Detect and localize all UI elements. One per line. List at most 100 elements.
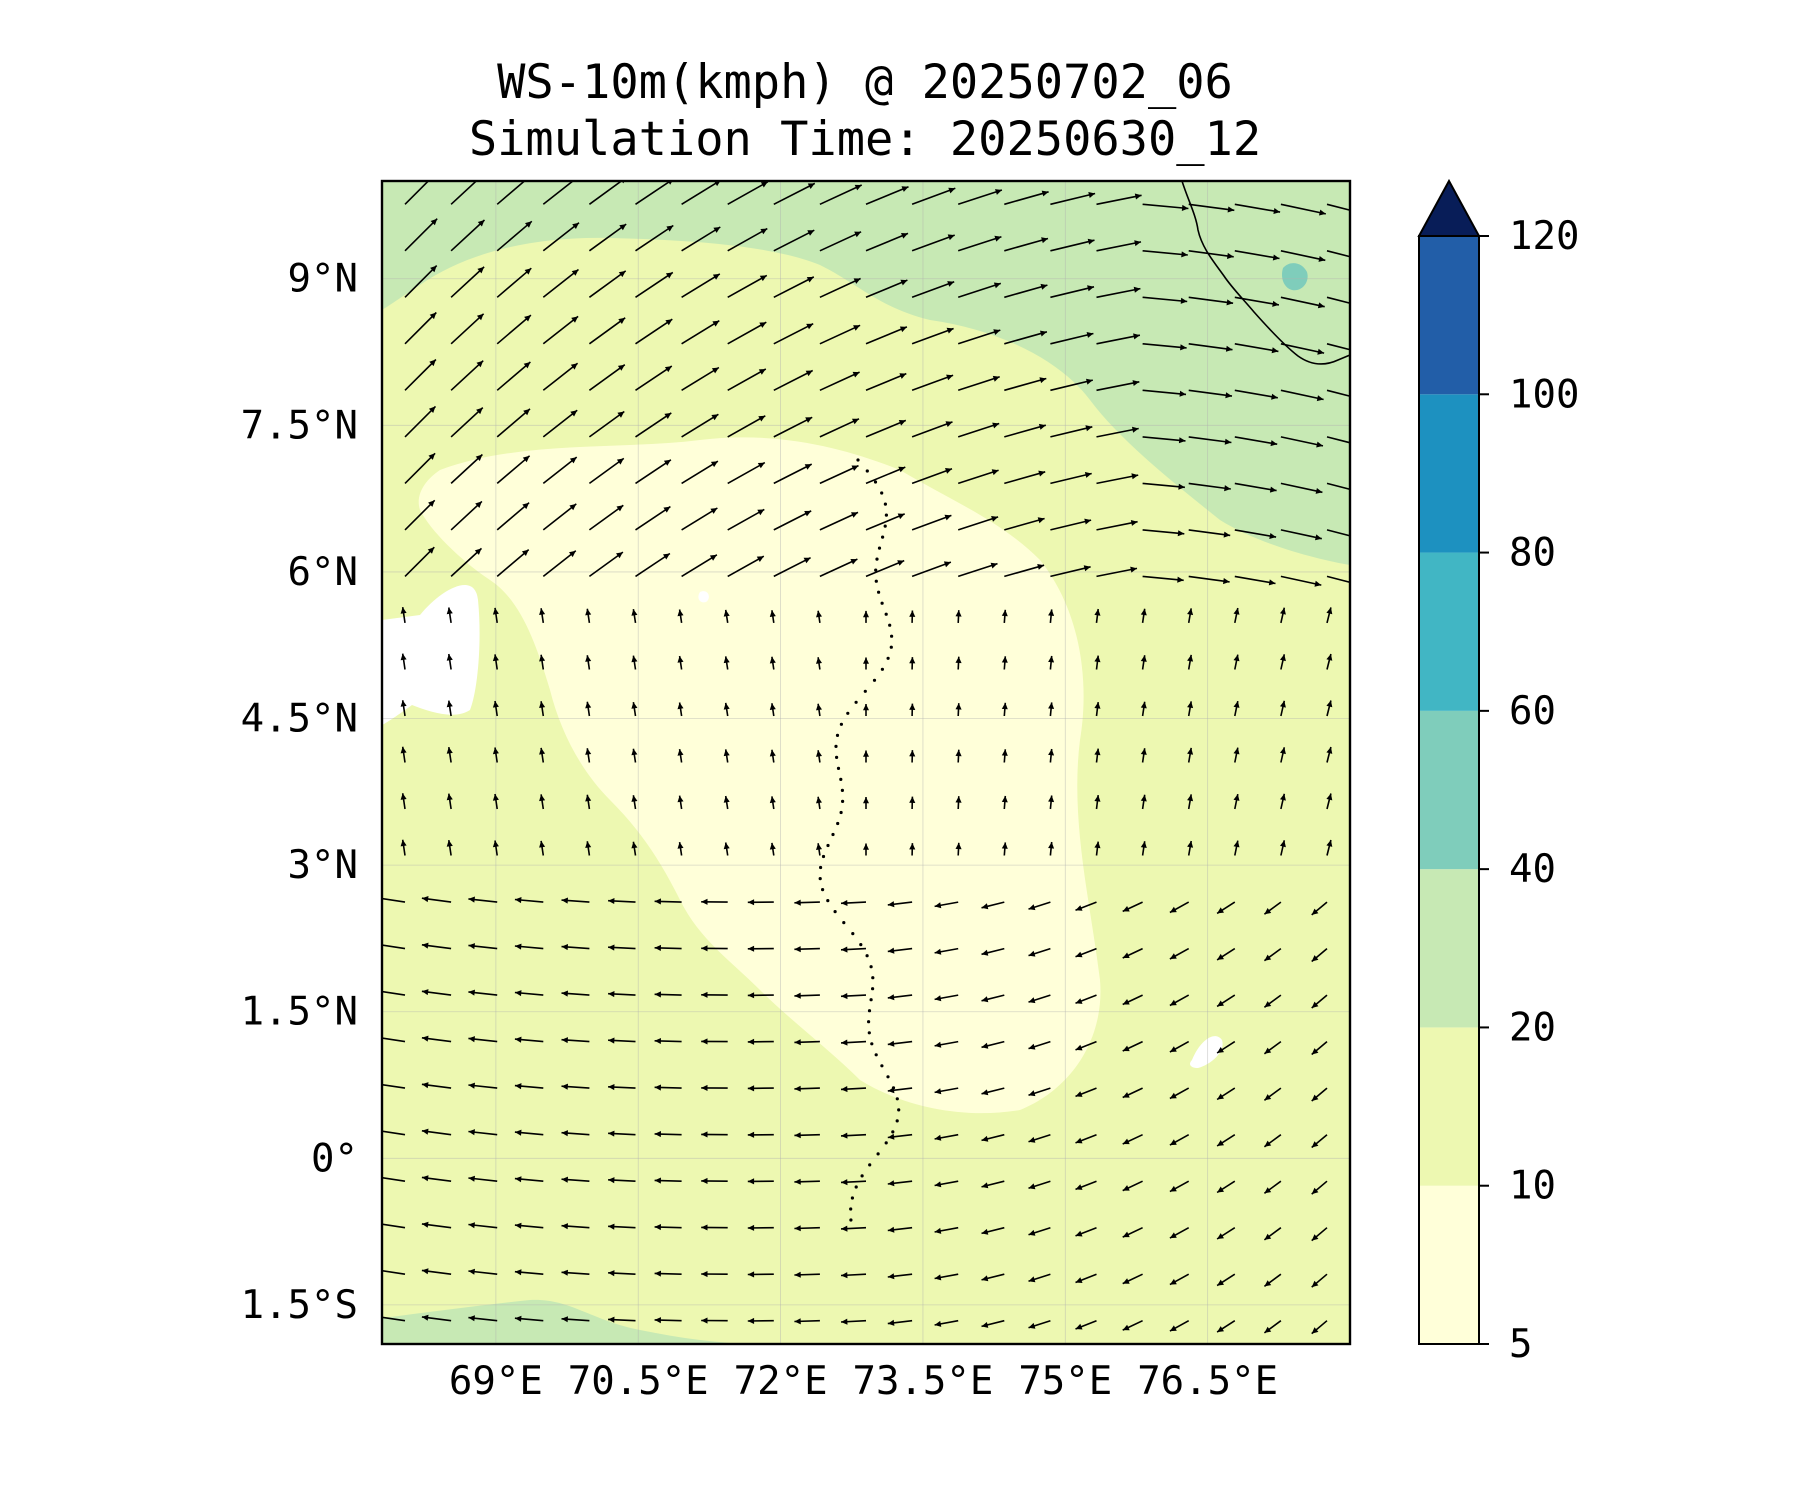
- wind-arrow: [887, 1087, 913, 1094]
- wind-arrow: [865, 372, 907, 392]
- island-dot: [834, 744, 838, 749]
- wind-arrow: [631, 795, 638, 810]
- wind-arrow: [865, 419, 907, 438]
- wind-arrow: [701, 1317, 728, 1324]
- latitude-axis: 9°N 7.5°N 6°N 4.5°N 3°N 1.5°N 0° 1.5°S: [241, 257, 358, 1328]
- wind-arrow: [911, 421, 953, 438]
- wind-arrow: [677, 702, 684, 717]
- wind-arrow: [840, 1225, 867, 1232]
- wind-arrow: [1280, 529, 1322, 541]
- wind-arrow: [561, 897, 590, 904]
- wind-arrow: [773, 369, 814, 392]
- wind-arrow: [1280, 793, 1286, 810]
- wind-arrow: [911, 514, 952, 531]
- wind-arrow: [654, 1084, 682, 1091]
- wind-arrow: [1001, 656, 1008, 670]
- wind-arrow: [957, 189, 1003, 206]
- wind-arrow: [1311, 994, 1328, 1009]
- wind-arrow: [1169, 1087, 1190, 1100]
- wind-arrow: [1075, 1180, 1097, 1191]
- wind-arrow: [1096, 286, 1141, 299]
- wind-arrow: [1122, 1040, 1143, 1052]
- wind-arrow: [773, 510, 812, 531]
- wind-arrow: [911, 327, 954, 345]
- wind-arrow: [911, 187, 956, 206]
- wind-arrow: [561, 1223, 590, 1230]
- wind-arrow: [446, 607, 453, 624]
- island-dot: [826, 899, 830, 903]
- wind-arrow: [468, 1129, 498, 1136]
- wind-arrow: [1187, 840, 1194, 856]
- colorbar-frame: [1418, 235, 1480, 1345]
- wind-arrow: [1140, 748, 1147, 763]
- island-dot: [871, 987, 875, 991]
- wind-arrow: [934, 1133, 959, 1141]
- wind-arrow: [840, 1318, 867, 1325]
- wind-arrow: [496, 408, 531, 438]
- wind-arrow: [701, 945, 728, 952]
- wind-arrow: [1187, 794, 1194, 810]
- wind-arrow: [542, 456, 578, 485]
- wind-arrow: [654, 944, 682, 951]
- wind-arrow: [957, 282, 1002, 299]
- x-tick-label: 72°E: [734, 1359, 828, 1404]
- wind-arrow: [865, 326, 908, 345]
- wind-arrow: [542, 222, 580, 252]
- wind-arrow: [1001, 702, 1008, 717]
- wind-arrow: [1311, 1273, 1328, 1288]
- island-dot: [831, 832, 835, 837]
- wind-arrow: [1188, 482, 1231, 492]
- wind-arrow: [539, 608, 546, 624]
- wind-arrow: [1075, 947, 1097, 958]
- wind-arrow: [816, 750, 822, 763]
- colorbar-band: [1419, 710, 1479, 870]
- wind-arrow: [1050, 518, 1092, 531]
- wind-arrow: [677, 609, 684, 624]
- wind-arrow: [1001, 749, 1008, 763]
- wind-arrow: [819, 231, 862, 252]
- wind-arrow: [1280, 250, 1326, 262]
- wind-arrow: [1075, 1319, 1097, 1330]
- wind-arrow: [1075, 1226, 1097, 1237]
- wind-arrow: [840, 946, 867, 953]
- wind-arrow: [909, 610, 916, 623]
- island-dot: [886, 656, 890, 660]
- colorbar-tick-label: 5: [1509, 1322, 1532, 1367]
- wind-arrow: [585, 841, 592, 856]
- wind-arrow: [1263, 947, 1282, 962]
- wind-arrow: [981, 1180, 1005, 1189]
- wind-arrow: [514, 1036, 544, 1043]
- wind-arrow: [1234, 436, 1278, 447]
- wind-arrow: [1169, 1180, 1190, 1193]
- colorbar: 5 10 20 40 60 80 100 120: [1417, 178, 1579, 1367]
- wind-arrow: [1001, 609, 1008, 623]
- wind-arrow: [450, 219, 486, 252]
- wind-arrow: [468, 1268, 498, 1275]
- wind-arrow: [1326, 389, 1350, 397]
- wind-arrow: [1280, 343, 1325, 355]
- wind-arrow: [1094, 655, 1101, 670]
- island-dot: [897, 1108, 901, 1112]
- wind-arrow: [773, 416, 813, 438]
- wind-arrow: [747, 1224, 774, 1231]
- wind-arrow: [955, 656, 962, 670]
- wind-arrow: [654, 1177, 682, 1184]
- wind-arrow: [588, 410, 625, 438]
- wind-arrow: [1280, 296, 1325, 309]
- x-tick-label: 73.5°E: [852, 1359, 993, 1404]
- wind-arrow: [1234, 389, 1278, 400]
- wind-arrow: [608, 1316, 636, 1323]
- map-gridlines: [382, 181, 1350, 1344]
- wind-arrow: [468, 943, 498, 950]
- wind-arrow: [701, 991, 728, 998]
- wind-arrow: [865, 559, 905, 578]
- wind-arrow: [681, 366, 720, 391]
- wind-arrow: [1142, 203, 1189, 211]
- island-dot: [874, 568, 878, 572]
- wind-arrow: [635, 318, 673, 345]
- wind-arrow: [794, 1178, 820, 1185]
- wind-arrow: [450, 360, 484, 391]
- wind-arrow: [701, 898, 728, 905]
- wind-arrow: [1028, 1133, 1051, 1143]
- island-dot: [884, 612, 888, 616]
